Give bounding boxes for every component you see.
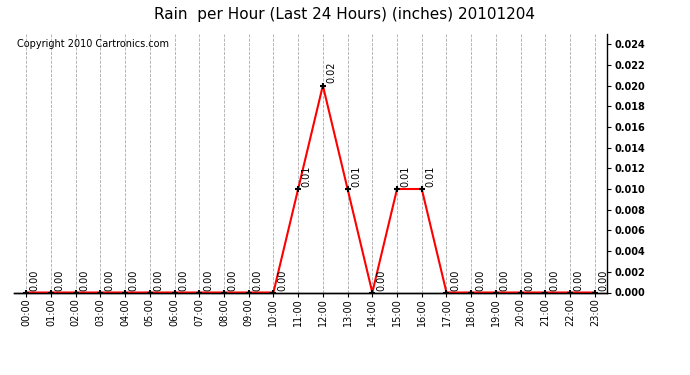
Text: 0.00: 0.00 <box>30 270 40 291</box>
Text: 0.00: 0.00 <box>574 270 584 291</box>
Text: 0.01: 0.01 <box>351 165 362 187</box>
Text: 0.00: 0.00 <box>450 270 460 291</box>
Text: 0.00: 0.00 <box>55 270 65 291</box>
Text: 0.00: 0.00 <box>549 270 559 291</box>
Text: 0.00: 0.00 <box>203 270 213 291</box>
Text: 0.00: 0.00 <box>475 270 485 291</box>
Text: 0.01: 0.01 <box>401 165 411 187</box>
Text: 0.00: 0.00 <box>598 270 609 291</box>
Text: 0.00: 0.00 <box>500 270 510 291</box>
Text: 0.00: 0.00 <box>524 270 534 291</box>
Text: 0.00: 0.00 <box>153 270 164 291</box>
Text: 0.00: 0.00 <box>129 270 139 291</box>
Text: 0.00: 0.00 <box>277 270 287 291</box>
Text: 0.02: 0.02 <box>326 62 337 83</box>
Text: 0.01: 0.01 <box>426 165 435 187</box>
Text: 0.00: 0.00 <box>228 270 237 291</box>
Text: Rain  per Hour (Last 24 Hours) (inches) 20101204: Rain per Hour (Last 24 Hours) (inches) 2… <box>155 8 535 22</box>
Text: 0.01: 0.01 <box>302 165 312 187</box>
Text: 0.00: 0.00 <box>178 270 188 291</box>
Text: 0.00: 0.00 <box>79 270 89 291</box>
Text: 0.00: 0.00 <box>104 270 114 291</box>
Text: 0.00: 0.00 <box>253 270 262 291</box>
Text: 0.00: 0.00 <box>376 270 386 291</box>
Text: Copyright 2010 Cartronics.com: Copyright 2010 Cartronics.com <box>17 39 169 49</box>
